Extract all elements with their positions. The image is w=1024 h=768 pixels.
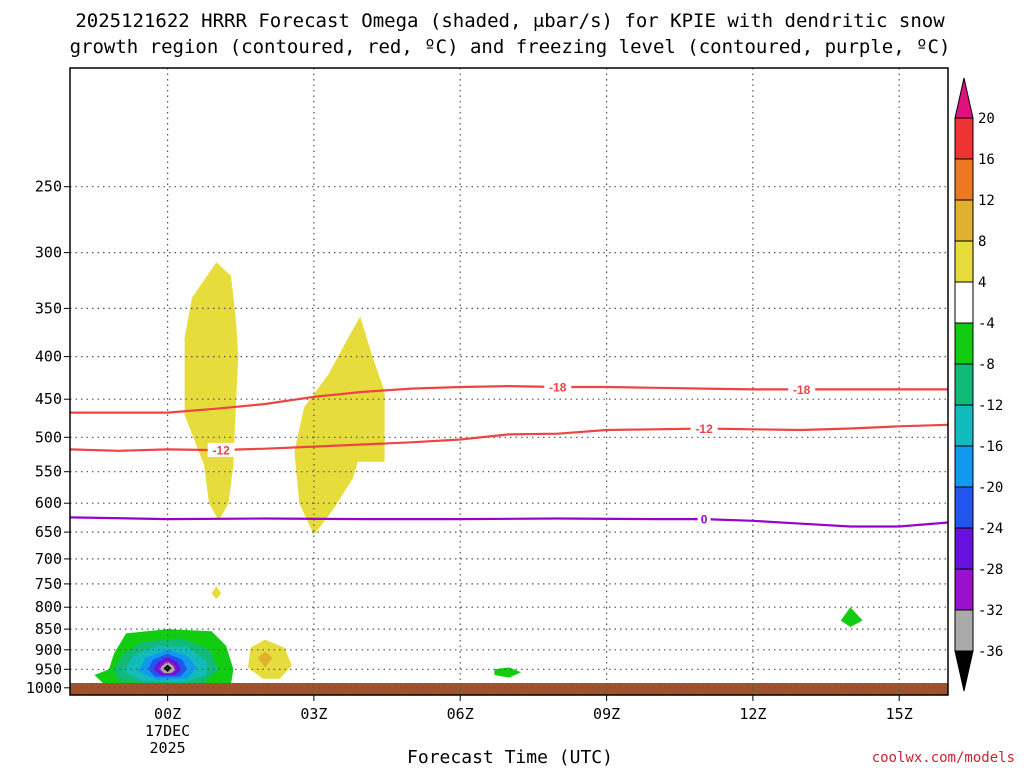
- colorbar-bin--24_-20: [954, 486, 974, 529]
- y-tick-label-950: 950: [35, 660, 62, 678]
- x-tick-label-03Z: 03Z: [300, 705, 327, 723]
- y-tick-label-550: 550: [35, 463, 62, 481]
- x-tick-label-09Z: 09Z: [593, 705, 620, 723]
- colorbar-bin--16_-12: [954, 404, 974, 447]
- upward-motion-04z: [294, 316, 385, 535]
- x-tick-label-06Z: 06Z: [447, 705, 474, 723]
- colorbar-bin-4_8: [954, 240, 974, 283]
- colorbar-bin-16_20: [954, 117, 974, 160]
- colorbar-label-12: 12: [978, 193, 995, 209]
- minus-12-isotherm-label-bg: [690, 421, 718, 436]
- colorbar-label--20: -20: [978, 480, 1003, 496]
- colorbar-label--36: -36: [978, 644, 1003, 660]
- y-tick-label-750: 750: [35, 575, 62, 593]
- x-tick-date: 17DEC: [145, 722, 190, 740]
- colorbar-label-8: 8: [978, 234, 986, 250]
- freezing-level-label-bg: [697, 512, 711, 527]
- minus-18-isotherm-label-bg: [544, 380, 572, 394]
- x-axis-label: Forecast Time (UTC): [407, 747, 613, 768]
- y-tick-label-1000: 1000: [26, 679, 62, 697]
- freezing-level-label: 0: [701, 513, 708, 527]
- upward-motion-blip-01z: [211, 586, 222, 599]
- y-tick-label-600: 600: [35, 494, 62, 512]
- x-tick-label-15Z: 15Z: [886, 705, 913, 723]
- y-tick-label-900: 900: [35, 641, 62, 659]
- colorbar-bin-12_16: [954, 158, 974, 201]
- colorbar-label--24: -24: [978, 521, 1003, 537]
- plot-frame: [69, 67, 949, 696]
- y-tick-label-650: 650: [35, 523, 62, 541]
- x-tick-label-12Z: 12Z: [739, 705, 766, 723]
- upward-motion-02z-core: [257, 651, 273, 668]
- chart-title-line-1: 2025121622 HRRR Forecast Omega (shaded, …: [75, 10, 945, 32]
- y-tick-label-400: 400: [35, 348, 62, 366]
- freezing-level: [70, 516, 948, 528]
- colorbar-label--32: -32: [978, 603, 1003, 619]
- colorbar-bin--20_-16: [954, 445, 974, 488]
- y-tick-label-800: 800: [35, 598, 62, 616]
- colorbar-label-20: 20: [978, 111, 995, 127]
- credit-text[interactable]: coolwx.com/models: [872, 750, 1015, 766]
- upward-motion-01z: [184, 262, 239, 521]
- y-axis-ticks: 250 300 350 400 450 500 550 600 650 700 750 800 850 9…: [26, 178, 70, 697]
- y-tick-label-250: 250: [35, 178, 62, 196]
- colorbar-bin--32_-28: [954, 568, 974, 611]
- colorbar-bin--8_-4: [954, 322, 974, 365]
- downward-motion-07z: [494, 667, 522, 678]
- minus-12-isotherm-label-bg: [207, 442, 235, 457]
- y-tick-label-850: 850: [35, 620, 62, 638]
- contour-labels: -18 -18 -12 -12 0: [207, 380, 816, 527]
- colorbar-top-arrow: [954, 77, 974, 119]
- colorbar-bottom-arrow: [954, 650, 974, 692]
- colorbar-bin--4_4: [954, 281, 974, 324]
- downward-motion-14z: [840, 607, 863, 627]
- ground-strip: [70, 683, 948, 695]
- colorbar-bin--36_-32: [954, 609, 974, 652]
- colorbar: 20 16 12 8 4 -4 -8 -12 -16 -20 -24 -28 -32 -36: [954, 77, 1003, 692]
- colorbar-bin-8_12: [954, 199, 974, 242]
- colorbar-label--8: -8: [978, 357, 995, 373]
- y-tick-label-350: 350: [35, 299, 62, 317]
- colorbar-label-4: 4: [978, 275, 986, 291]
- colorbar-label--4: -4: [978, 316, 995, 332]
- y-tick-label-300: 300: [35, 244, 62, 262]
- colorbar-label--16: -16: [978, 439, 1003, 455]
- y-tick-label-500: 500: [35, 428, 62, 446]
- colorbar-label--28: -28: [978, 562, 1003, 578]
- colorbar-bin--12_-8: [954, 363, 974, 406]
- minus-18-isotherm-label-bg: [788, 382, 816, 397]
- colorbar-label--12: -12: [978, 398, 1003, 414]
- y-tick-label-700: 700: [35, 550, 62, 568]
- x-tick-year: 2025: [150, 739, 186, 757]
- minus-18-isotherm-label: -18: [549, 381, 567, 395]
- minus-18-isotherm-label: -18: [793, 383, 811, 397]
- omega-shading: [94, 262, 863, 688]
- y-tick-label-450: 450: [35, 390, 62, 408]
- chart-title-line-2: growth region (contoured, red, ºC) and f…: [70, 36, 951, 58]
- minus-12-isotherm-label: -12: [695, 422, 713, 436]
- gridlines: [70, 68, 948, 695]
- minus-12-isotherm-label: -12: [213, 443, 231, 457]
- x-tick-label-00Z: 00Z: [154, 705, 181, 723]
- colorbar-bin--28_-24: [954, 527, 974, 570]
- colorbar-label-16: 16: [978, 152, 995, 168]
